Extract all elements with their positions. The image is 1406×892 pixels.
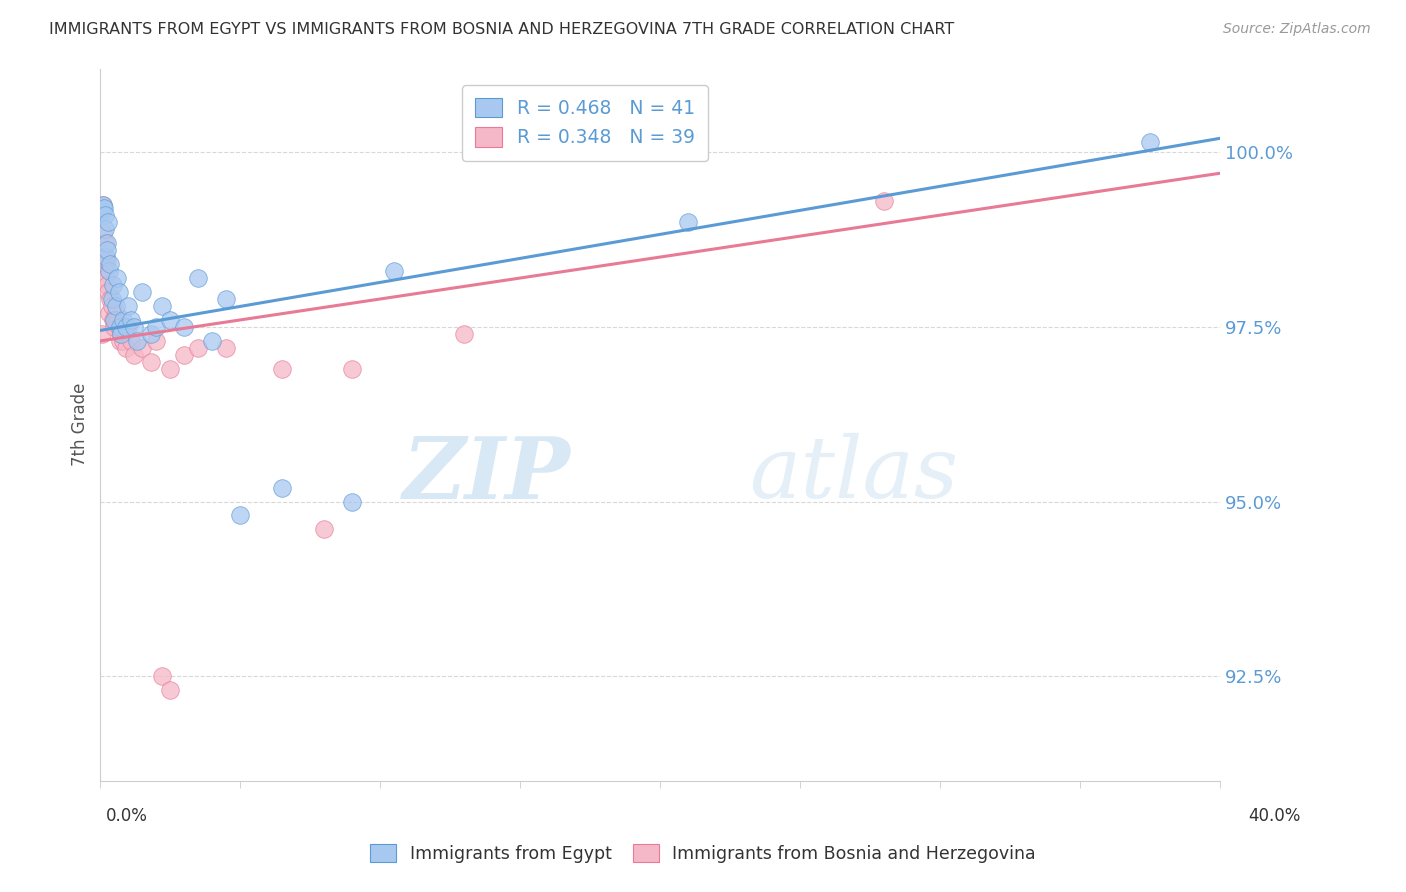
Point (93, 250, 115, 264)
Text: atlas: atlas (749, 434, 959, 516)
Text: Source: ZipAtlas.com: Source: ZipAtlas.com (1223, 22, 1371, 37)
Point (159, 683, 181, 698)
Point (342, 361, 364, 376)
Point (173, 319, 195, 334)
Point (201, 334, 224, 348)
Point (114, 319, 136, 334)
Point (103, 313, 125, 327)
Point (145, 319, 167, 334)
Point (94, 222, 117, 236)
Point (215, 341, 238, 355)
Point (91, 226, 114, 240)
Point (91, 197, 114, 211)
Point (105, 271, 128, 285)
Text: 40.0%: 40.0% (1249, 807, 1301, 825)
Text: ZIP: ZIP (402, 433, 571, 516)
Point (159, 361, 181, 376)
Point (114, 341, 136, 355)
Point (150, 669, 173, 683)
Point (107, 319, 129, 334)
Point (110, 326, 132, 341)
Point (117, 319, 139, 334)
Point (139, 326, 162, 341)
Point (91, 197, 114, 211)
Point (131, 285, 153, 299)
Point (120, 334, 142, 348)
Point (94, 271, 117, 285)
Point (96, 253, 118, 268)
Point (101, 313, 124, 327)
Point (104, 299, 127, 313)
Point (108, 319, 131, 334)
Point (94, 260, 117, 275)
Point (382, 264, 405, 278)
Point (342, 494, 364, 508)
Point (108, 334, 131, 348)
Point (90, 326, 112, 341)
Point (117, 299, 139, 313)
Point (122, 348, 145, 362)
Point (93, 201, 115, 215)
Point (100, 299, 122, 313)
Point (453, 326, 475, 341)
Point (1139, 135, 1161, 149)
Point (139, 355, 162, 369)
Y-axis label: 7th Grade: 7th Grade (72, 383, 89, 467)
Point (94, 250, 117, 264)
Point (93, 236, 115, 251)
Point (215, 292, 238, 306)
Point (125, 334, 148, 348)
Point (271, 361, 294, 376)
Point (111, 313, 134, 327)
Point (98, 257, 121, 271)
Point (101, 278, 124, 293)
Point (120, 313, 142, 327)
Point (97, 285, 120, 299)
Point (97, 215, 120, 229)
Point (93, 208, 115, 222)
Point (314, 523, 336, 537)
Point (122, 319, 145, 334)
Text: 0.0%: 0.0% (105, 807, 148, 825)
Text: IMMIGRANTS FROM EGYPT VS IMMIGRANTS FROM BOSNIA AND HERZEGOVINA 7TH GRADE CORREL: IMMIGRANTS FROM EGYPT VS IMMIGRANTS FROM… (49, 22, 955, 37)
Point (96, 236, 118, 251)
Point (187, 271, 209, 285)
Point (271, 481, 294, 495)
Point (159, 313, 181, 327)
Point (104, 306, 127, 320)
Point (96, 243, 118, 257)
Point (96, 278, 118, 293)
Point (103, 319, 125, 334)
Point (105, 313, 128, 327)
Point (90, 204, 112, 219)
Point (91, 201, 114, 215)
Point (107, 285, 129, 299)
Point (97, 264, 120, 278)
Legend: Immigrants from Egypt, Immigrants from Bosnia and Herzegovina: Immigrants from Egypt, Immigrants from B… (363, 838, 1043, 870)
Point (676, 215, 699, 229)
Point (145, 334, 167, 348)
Point (173, 348, 195, 362)
Point (150, 299, 173, 313)
Point (873, 194, 896, 209)
Point (97, 306, 120, 320)
Point (100, 292, 122, 306)
Point (111, 334, 134, 348)
Point (131, 341, 153, 355)
Point (98, 292, 121, 306)
Point (110, 326, 132, 341)
Point (187, 341, 209, 355)
Point (229, 508, 252, 523)
Legend: R = 0.468   N = 41, R = 0.348   N = 39: R = 0.468 N = 41, R = 0.348 N = 39 (463, 85, 709, 161)
